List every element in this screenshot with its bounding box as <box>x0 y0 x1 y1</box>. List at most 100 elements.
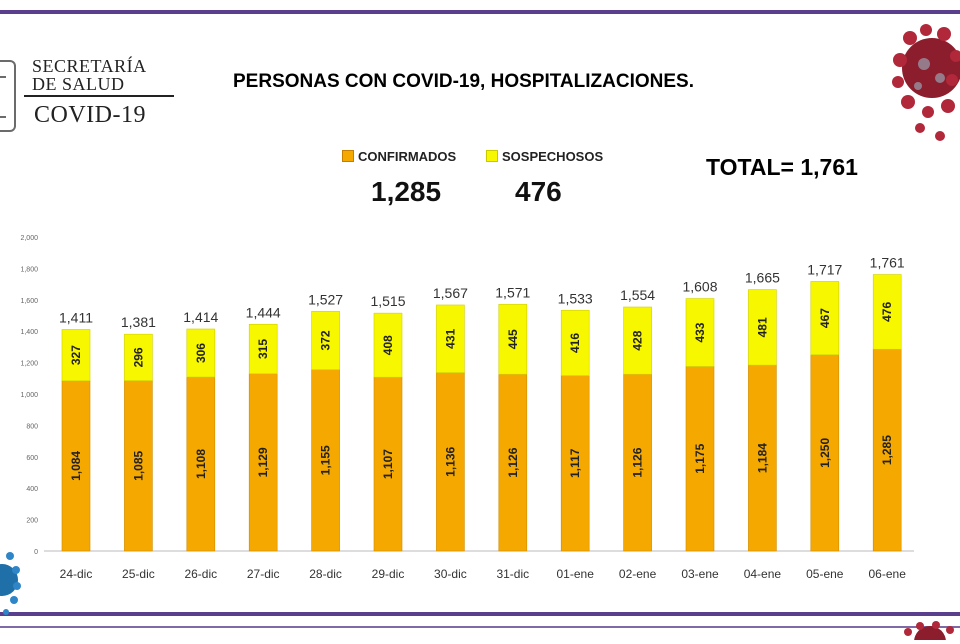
bar-sospechosos <box>124 333 153 381</box>
data-label-total: 1,665 <box>745 270 780 286</box>
bar-sospechosos <box>810 281 840 356</box>
sospechosos-total: 476 <box>515 176 562 207</box>
x-tick-label: 31-dic <box>496 567 529 581</box>
data-label-total: 1,381 <box>121 314 156 330</box>
y-tick-label: 600 <box>26 455 38 462</box>
y-tick-label: 800 <box>26 423 38 430</box>
y-tick-label: 1,400 <box>20 329 38 336</box>
data-label-sospechosos: 433 <box>693 322 707 342</box>
page-title: PERSONAS CON COVID-19, HOSPITALIZACIONES… <box>233 71 694 92</box>
bar-confirmados <box>560 375 590 552</box>
bar-sospechosos <box>436 304 465 373</box>
x-tick-label: 30-dic <box>434 567 467 581</box>
data-label-total: 1,444 <box>246 304 281 320</box>
x-tick-label: 28-dic <box>309 567 342 581</box>
bar-sospechosos <box>623 306 652 375</box>
data-label-total: 1,554 <box>620 287 655 303</box>
data-label-total: 1,527 <box>308 291 343 307</box>
data-label-total: 1,761 <box>870 255 905 271</box>
bar-sospechosos <box>61 329 91 382</box>
bar-confirmados <box>623 373 652 552</box>
data-label-confirmados: 1,129 <box>256 447 270 477</box>
data-label-total: 1,515 <box>370 293 405 309</box>
bar-sospechosos <box>498 304 528 375</box>
data-label-total: 1,533 <box>558 290 593 306</box>
top-band <box>0 0 960 14</box>
legend-sospechosos: SOSPECHOSOS <box>486 149 603 164</box>
coronavirus-icon <box>904 621 954 640</box>
legend-swatch-confirmados <box>342 150 354 162</box>
data-label-sospechosos: 372 <box>319 330 333 350</box>
logo-line-2: DE SALUD <box>32 74 125 94</box>
bar-confirmados <box>436 372 465 552</box>
data-label-total: 1,411 <box>59 309 93 325</box>
data-label-sospechosos: 296 <box>131 347 145 367</box>
data-label-total: 1,414 <box>183 309 218 325</box>
y-tick-label: 1,600 <box>20 298 38 305</box>
x-tick-label: 01-ene <box>557 567 595 581</box>
bar-confirmados <box>810 354 840 552</box>
bar-sospechosos <box>748 289 777 366</box>
bar-confirmados <box>748 364 777 552</box>
x-tick-label: 02-ene <box>619 567 657 581</box>
x-tick-label: 27-dic <box>247 567 280 581</box>
bar-confirmados <box>373 376 403 552</box>
y-tick-label: 1,200 <box>20 361 38 368</box>
seal-icon <box>0 60 16 132</box>
data-label-confirmados: 1,108 <box>194 449 208 479</box>
bar-confirmados <box>61 380 91 552</box>
bottom-band <box>0 612 960 644</box>
data-label-sospechosos: 416 <box>568 333 582 353</box>
x-tick-label: 25-dic <box>122 567 155 581</box>
bar-confirmados <box>186 376 216 552</box>
legend-swatch-sospechosos <box>486 150 498 162</box>
data-label-confirmados: 1,155 <box>319 445 333 475</box>
data-label-confirmados: 1,136 <box>443 446 457 476</box>
logo-line-3: COVID-19 <box>34 102 146 128</box>
legend-confirmados: CONFIRMADOS <box>342 149 456 164</box>
data-label-confirmados: 1,126 <box>631 447 645 477</box>
grand-total: TOTAL= 1,761 <box>706 154 858 180</box>
data-label-sospechosos: 431 <box>443 328 457 348</box>
data-label-sospechosos: 476 <box>880 302 894 322</box>
x-tick-label: 29-dic <box>372 567 405 581</box>
x-tick-label: 03-ene <box>681 567 719 581</box>
data-label-sospechosos: 306 <box>194 343 208 363</box>
bar-confirmados <box>311 369 340 552</box>
bar-confirmados <box>124 380 153 552</box>
x-tick-label: 26-dic <box>184 567 217 581</box>
data-label-total: 1,571 <box>495 284 530 300</box>
bar-confirmados <box>498 373 528 552</box>
confirmados-total: 1,285 <box>371 176 442 207</box>
bar-confirmados <box>685 366 715 552</box>
legend-label-confirmados: CONFIRMADOS <box>358 149 457 164</box>
data-label-sospechosos: 327 <box>69 345 83 365</box>
data-label-sospechosos: 467 <box>818 308 832 328</box>
data-label-total: 1,608 <box>682 279 717 295</box>
secretaria-de-salud-logo: SECRETARÍA DE SALUD COVID-19 <box>0 52 180 142</box>
bar-sospechosos <box>373 312 403 378</box>
y-tick-label: 200 <box>26 518 38 525</box>
data-label-sospechosos: 445 <box>506 329 520 349</box>
x-tick-label: 04-ene <box>744 567 782 581</box>
bar-sospechosos <box>560 310 590 376</box>
data-label-sospechosos: 408 <box>381 335 395 355</box>
bar-sospechosos <box>311 310 340 370</box>
coronavirus-icon <box>892 24 960 141</box>
x-tick-label: 24-dic <box>60 567 93 581</box>
logo-divider <box>24 95 174 97</box>
data-label-confirmados: 1,084 <box>69 451 83 481</box>
legend-label-sospechosos: SOSPECHOSOS <box>502 149 604 164</box>
logo-line-1: SECRETARÍA <box>32 56 147 76</box>
data-label-total: 1,567 <box>433 285 468 301</box>
data-label-confirmados: 1,107 <box>381 449 395 479</box>
data-label-confirmados: 1,117 <box>568 448 582 478</box>
data-label-confirmados: 1,175 <box>693 443 707 473</box>
y-tick-label: 1,000 <box>20 392 38 399</box>
y-tick-label: 0 <box>34 549 38 556</box>
bar-sospechosos <box>186 328 216 378</box>
data-label-confirmados: 1,085 <box>131 450 145 480</box>
y-tick-label: 1,800 <box>20 266 38 273</box>
data-label-confirmados: 1,285 <box>880 435 894 465</box>
y-tick-label: 400 <box>26 486 38 493</box>
